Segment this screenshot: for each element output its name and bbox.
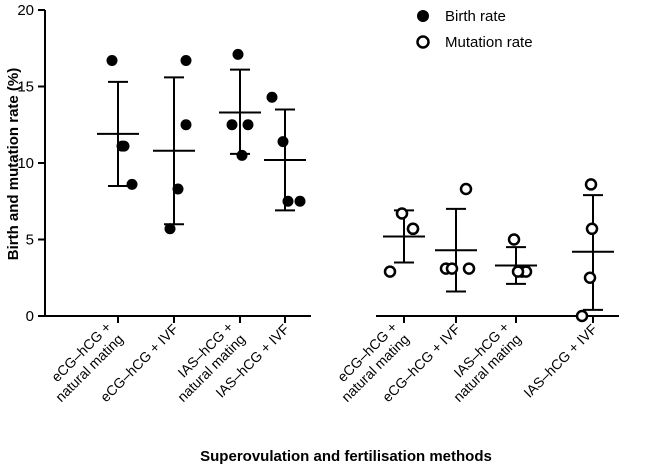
mutation-rate-point	[575, 309, 589, 323]
birth-rate-point	[266, 91, 278, 103]
x-axis-title: Superovulation and fertilisation methods	[200, 448, 492, 465]
birth-rate-point	[118, 140, 130, 152]
legend-label: Mutation rate	[445, 34, 533, 51]
mutation-rate-point	[511, 265, 525, 278]
birth-rate-point	[277, 136, 289, 148]
x-tick-label-line: IAS–hCG + IVF	[520, 321, 600, 401]
y-tick-label: 10	[17, 155, 34, 172]
mutation-rate-point	[406, 222, 420, 236]
y-axis-title: Birth and mutation rate (%)	[5, 68, 22, 261]
birth-rate-point	[180, 119, 192, 131]
legend-marker-mutation-rate	[416, 35, 430, 49]
legend-marker-birth-rate	[417, 10, 429, 22]
birth-rate-point	[164, 223, 176, 235]
birth-rate-point	[232, 48, 244, 60]
x-tick-label: IAS–hCG + IVF	[520, 321, 600, 401]
mutation-rate-point	[585, 222, 599, 236]
mutation-rate-point	[459, 182, 473, 196]
mutation-rate-point	[445, 262, 459, 275]
birth-rate-point	[236, 149, 248, 161]
mutation-rate-point	[395, 207, 409, 220]
mutation-rate-point	[583, 271, 597, 284]
y-tick-label: 20	[17, 2, 34, 19]
mutation-rate-point	[507, 233, 521, 246]
mutation-rate-point	[383, 265, 397, 278]
birth-rate-point	[106, 54, 118, 66]
birth-rate-point	[282, 195, 294, 207]
birth-rate-point	[180, 54, 192, 66]
legend-label: Birth rate	[445, 8, 506, 25]
birth-rate-point	[294, 195, 306, 207]
birth-rate-point	[126, 178, 138, 190]
y-tick-label: 15	[17, 79, 34, 96]
y-tick-label: 0	[26, 308, 34, 325]
birth-rate-point	[172, 183, 184, 195]
mutation-rate-point	[584, 178, 598, 191]
birth-rate-point	[226, 119, 238, 131]
birth-rate-point	[242, 119, 254, 131]
y-tick-label: 5	[26, 232, 34, 249]
mutation-rate-point	[462, 262, 476, 275]
